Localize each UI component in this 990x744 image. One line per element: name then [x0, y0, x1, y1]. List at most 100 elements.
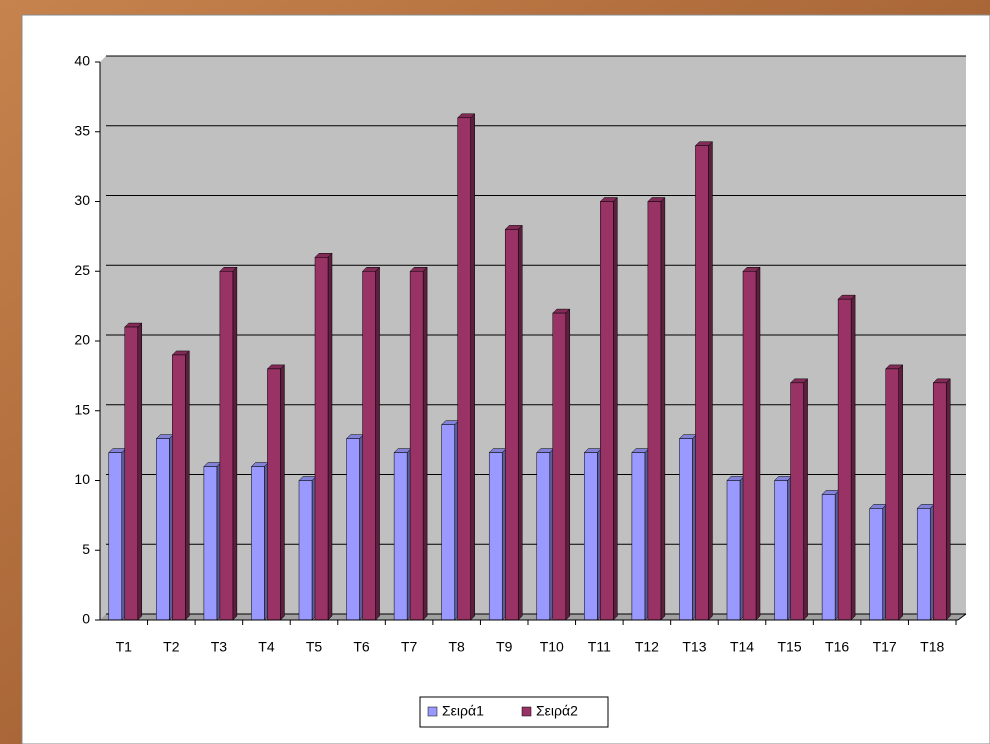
y-tick-label: 40	[74, 53, 90, 69]
bar-front	[631, 452, 646, 621]
bar	[298, 475, 317, 621]
y-tick-label: 35	[74, 122, 90, 138]
bar-side	[755, 266, 761, 621]
bar	[441, 420, 460, 621]
bar-front	[837, 298, 852, 621]
bar-front	[932, 382, 947, 621]
x-tick-label: T14	[730, 639, 754, 655]
x-tick-label: T11	[588, 639, 611, 655]
bar	[885, 364, 904, 621]
bar-front	[647, 201, 662, 621]
bar	[837, 294, 856, 621]
bar-front	[695, 145, 709, 621]
bar-side	[375, 266, 380, 621]
bar-front	[774, 480, 788, 621]
bar	[250, 461, 270, 621]
bar	[488, 447, 507, 621]
bar	[124, 322, 143, 621]
bar-front	[362, 271, 376, 621]
bar	[108, 447, 127, 621]
x-axis-depth	[957, 613, 967, 621]
bar	[409, 266, 428, 621]
bar-front	[124, 326, 139, 621]
bar	[171, 350, 190, 621]
bar	[932, 378, 951, 621]
bars	[108, 113, 951, 621]
x-tick-label: T7	[401, 639, 418, 655]
bar-front	[172, 354, 186, 621]
bar	[457, 113, 476, 621]
bar-front	[885, 368, 899, 621]
bar-front	[409, 271, 424, 621]
y-tick-label: 30	[74, 192, 90, 208]
bar-front	[821, 494, 836, 621]
x-tick-label: T16	[825, 639, 849, 655]
grid	[106, 55, 966, 615]
bar-front	[108, 452, 123, 621]
x-tick-label: T3	[211, 639, 228, 655]
bar-front	[203, 466, 218, 621]
x-tick-label: T1	[116, 639, 133, 655]
bar-front	[298, 480, 313, 621]
bar-side	[898, 364, 903, 621]
bar	[694, 141, 714, 621]
bar-front	[869, 508, 883, 621]
x-tick-label: T2	[163, 639, 180, 655]
y-tick-label: 20	[74, 332, 90, 348]
bar-front	[457, 117, 471, 621]
bar-front	[916, 508, 931, 621]
bar-side	[660, 196, 666, 621]
bar-front	[679, 438, 693, 621]
x-tick-label: T6	[353, 639, 370, 655]
bar	[631, 447, 650, 621]
bar-side	[422, 266, 428, 621]
y-tick-label: 25	[74, 262, 90, 278]
bar	[583, 447, 602, 621]
y-tick-label: 15	[74, 401, 90, 417]
y-tick-label: 10	[74, 471, 90, 487]
bar-front	[790, 382, 804, 621]
x-tick-label: T10	[540, 639, 564, 655]
legend-label: Σειρά1	[442, 703, 484, 719]
bar-front	[600, 201, 614, 621]
x-tick-label: T12	[635, 639, 659, 655]
bar-front	[504, 229, 519, 621]
bar-front	[346, 438, 360, 621]
legend-swatch	[427, 706, 438, 717]
bar-side	[232, 266, 238, 621]
bar-side	[565, 308, 571, 621]
x-tick-label: T15	[777, 639, 801, 655]
bar-front	[219, 271, 234, 621]
bar-side	[137, 322, 143, 621]
bar-front	[742, 271, 757, 621]
bar	[742, 266, 761, 621]
bar	[266, 364, 286, 621]
bar	[314, 252, 333, 621]
bar-front	[314, 257, 329, 621]
x-tick-label: T4	[258, 639, 275, 655]
bar	[536, 447, 555, 621]
bar-front	[726, 480, 741, 621]
bar	[552, 308, 571, 621]
x-tick-label: T13	[682, 639, 706, 655]
bar-front	[536, 452, 551, 621]
bar-side	[708, 141, 713, 621]
bar	[726, 475, 745, 621]
bar	[821, 489, 840, 621]
bar	[393, 447, 412, 621]
bar-front	[156, 438, 170, 621]
bar-front	[584, 452, 598, 621]
legend-label: Σειρά2	[536, 703, 578, 719]
x-tick-label: T8	[448, 639, 465, 655]
x-tick-label: T17	[873, 639, 897, 655]
bar-side	[613, 196, 618, 621]
bar	[916, 503, 935, 621]
bar	[599, 196, 618, 621]
x-tick-label: T5	[306, 639, 323, 655]
bar	[219, 266, 238, 621]
bar	[155, 434, 174, 621]
bar-side	[470, 113, 475, 621]
bar-side	[850, 294, 856, 621]
